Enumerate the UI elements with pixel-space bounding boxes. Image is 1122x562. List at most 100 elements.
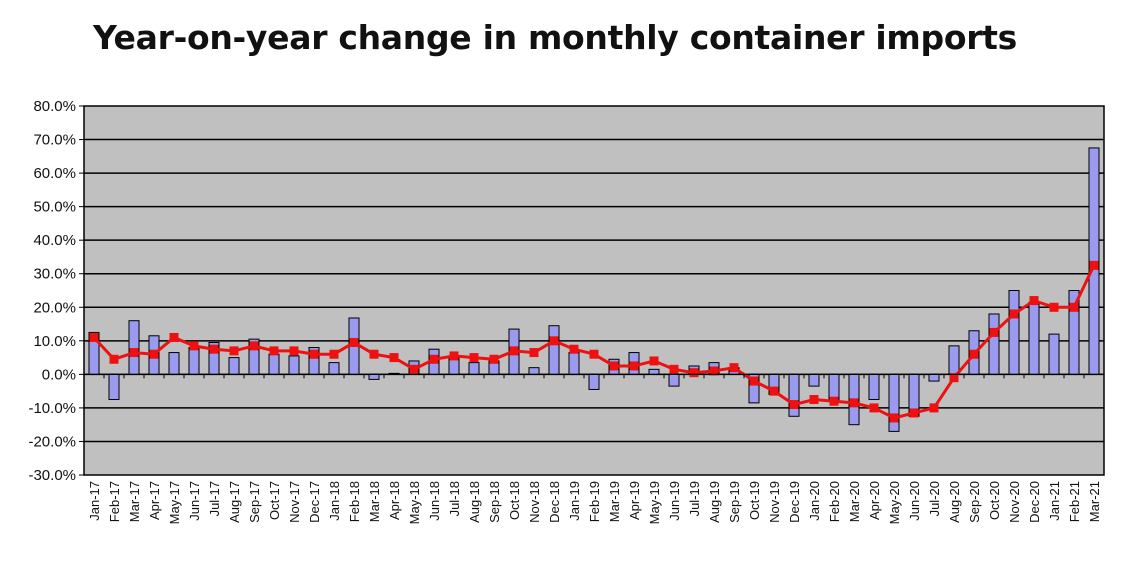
y-tick-label: 60.0% bbox=[33, 165, 76, 182]
x-tick-label: Mar-20 bbox=[847, 481, 862, 522]
x-tick-label: Jun-20 bbox=[907, 481, 922, 521]
bar-Feb-17 bbox=[108, 373, 120, 401]
line-point-Mar-21 bbox=[1089, 260, 1099, 270]
line-point-Oct-17 bbox=[269, 346, 279, 356]
x-tick-label: Dec-20 bbox=[1027, 481, 1042, 523]
bar-Apr-20 bbox=[868, 373, 880, 401]
line-point-Jan-21 bbox=[1049, 302, 1059, 312]
bar-Nov-18 bbox=[528, 367, 540, 375]
line-point-Feb-21 bbox=[1069, 302, 1079, 312]
bar-Aug-20 bbox=[948, 345, 960, 375]
x-tick-label: Nov-18 bbox=[527, 481, 542, 523]
line-point-Dec-17 bbox=[309, 349, 319, 359]
bar-Dec-19 bbox=[788, 373, 800, 417]
line-point-Sep-17 bbox=[249, 341, 259, 351]
x-axis: Jan-17 Feb-17 Mar-17 Apr-17 May-17 Jun-17 Jul-… bbox=[84, 373, 1104, 524]
x-tick-label: Feb-21 bbox=[1067, 481, 1082, 522]
bar-Nov-20 bbox=[1008, 290, 1020, 375]
y-tick-label: -30.0% bbox=[28, 467, 76, 484]
line-point-Nov-19 bbox=[769, 386, 779, 396]
x-tick-label: Jul-18 bbox=[447, 481, 462, 516]
y-tick-label: 20.0% bbox=[33, 299, 76, 316]
bar-May-20 bbox=[888, 373, 900, 432]
x-tick-label: Nov-19 bbox=[767, 481, 782, 523]
x-tick-label: Jun-18 bbox=[427, 481, 442, 521]
y-axis: -30.0% -20.0% -10.0% 0.0% 10.0% 20.0% 30.0% 40.… bbox=[28, 98, 84, 484]
line-point-Nov-20 bbox=[1009, 309, 1019, 319]
line-point-Feb-18 bbox=[349, 337, 359, 347]
y-tick-label: -10.0% bbox=[28, 400, 76, 417]
line-point-Oct-18 bbox=[509, 346, 519, 356]
bar-Jun-17 bbox=[188, 347, 200, 375]
line-point-Sep-19 bbox=[729, 363, 739, 373]
line-point-Jan-19 bbox=[569, 344, 579, 354]
x-tick-label: Oct-20 bbox=[987, 481, 1002, 520]
line-point-May-20 bbox=[889, 413, 899, 423]
line-point-Jul-18 bbox=[449, 351, 459, 361]
line-point-Jul-19 bbox=[689, 368, 699, 378]
line-point-Feb-20 bbox=[829, 396, 839, 406]
bar-Dec-18 bbox=[548, 325, 560, 375]
x-tick-label: Mar-21 bbox=[1087, 481, 1102, 522]
line-point-May-19 bbox=[649, 356, 659, 366]
x-tick-label: Jul-19 bbox=[687, 481, 702, 516]
line-point-Feb-17 bbox=[109, 354, 119, 364]
line-point-Dec-20 bbox=[1029, 296, 1039, 306]
line-point-Jun-20 bbox=[909, 408, 919, 418]
x-tick-label: Feb-17 bbox=[107, 481, 122, 522]
bar-Dec-20 bbox=[1028, 301, 1040, 375]
line-point-May-17 bbox=[169, 332, 179, 342]
bar-Mar-17 bbox=[128, 320, 140, 375]
x-tick-label: Apr-19 bbox=[627, 481, 642, 520]
x-tick-label: Sep-18 bbox=[487, 481, 502, 523]
bar-May-17 bbox=[168, 352, 180, 375]
bar-Jun-19 bbox=[668, 373, 680, 387]
line-point-Nov-18 bbox=[529, 348, 539, 358]
x-tick-label: Jan-18 bbox=[327, 481, 342, 521]
x-tick-label: Aug-20 bbox=[947, 481, 962, 523]
x-tick-label: Nov-17 bbox=[287, 481, 302, 523]
line-point-Jan-20 bbox=[809, 395, 819, 405]
bar-Aug-17 bbox=[228, 357, 240, 375]
x-tick-label: Aug-17 bbox=[227, 481, 242, 523]
bar-Jan-19 bbox=[568, 352, 580, 375]
line-point-Apr-20 bbox=[869, 403, 879, 413]
line-point-Aug-18 bbox=[469, 353, 479, 363]
bar-Oct-17 bbox=[268, 353, 280, 375]
bar-Mar-18 bbox=[368, 373, 380, 380]
x-tick-label: Jan-17 bbox=[87, 481, 102, 521]
x-tick-label: Mar-17 bbox=[127, 481, 142, 522]
x-tick-label: Sep-17 bbox=[247, 481, 262, 523]
line-point-Nov-17 bbox=[289, 346, 299, 356]
x-tick-label: May-19 bbox=[647, 481, 662, 524]
line-point-Jan-18 bbox=[329, 349, 339, 359]
x-tick-label: May-18 bbox=[407, 481, 422, 524]
x-tick-label: Jun-19 bbox=[667, 481, 682, 521]
y-tick-label: 0.0% bbox=[42, 366, 76, 383]
y-tick-label: 10.0% bbox=[33, 333, 76, 350]
x-tick-label: Jul-17 bbox=[207, 481, 222, 516]
line-point-Dec-19 bbox=[789, 400, 799, 410]
line-point-Sep-18 bbox=[489, 354, 499, 364]
x-tick-label: Apr-17 bbox=[147, 481, 162, 520]
x-tick-label: Jan-19 bbox=[567, 481, 582, 521]
line-point-Mar-18 bbox=[369, 349, 379, 359]
bar-Jul-20 bbox=[928, 373, 940, 382]
x-tick-label: Mar-19 bbox=[607, 481, 622, 522]
line-point-Feb-19 bbox=[589, 349, 599, 359]
x-tick-label: Oct-17 bbox=[267, 481, 282, 520]
x-tick-label: Jun-17 bbox=[187, 481, 202, 521]
y-tick-label: 50.0% bbox=[33, 199, 76, 216]
line-point-Jul-20 bbox=[929, 403, 939, 413]
x-tick-label: Jan-21 bbox=[1047, 481, 1062, 521]
line-point-Mar-20 bbox=[849, 398, 859, 408]
y-tick-label: 30.0% bbox=[33, 266, 76, 283]
x-tick-label: Sep-20 bbox=[967, 481, 982, 523]
line-point-Apr-17 bbox=[149, 349, 159, 359]
x-tick-label: Apr-18 bbox=[387, 481, 402, 520]
bar-Jan-20 bbox=[808, 373, 820, 387]
x-tick-label: Dec-19 bbox=[787, 481, 802, 523]
line-point-Jun-17 bbox=[189, 341, 199, 351]
line-point-Mar-17 bbox=[129, 348, 139, 358]
line-point-Apr-19 bbox=[629, 361, 639, 371]
